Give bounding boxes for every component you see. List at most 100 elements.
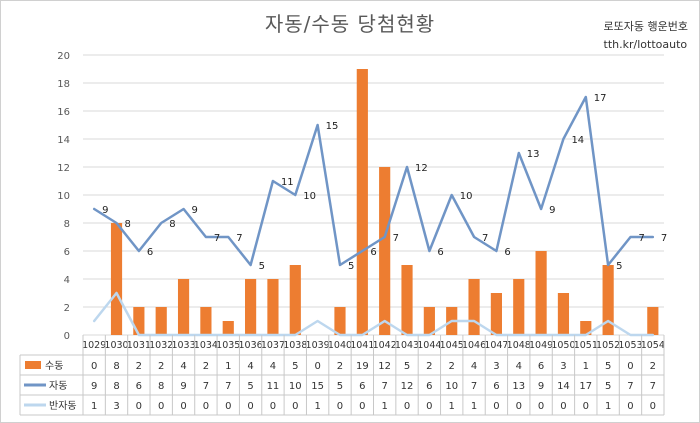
x-tick-label: 1033 bbox=[171, 340, 195, 351]
table-cell: 7 bbox=[471, 381, 477, 392]
table-cell: 3 bbox=[493, 361, 499, 372]
table-cell: 1 bbox=[471, 401, 477, 412]
table-cell: 3 bbox=[560, 361, 566, 372]
bar-manual bbox=[647, 307, 659, 335]
bar-manual bbox=[245, 279, 257, 335]
data-label-auto: 7 bbox=[236, 233, 242, 244]
x-tick-label: 1039 bbox=[306, 340, 330, 351]
line-auto bbox=[92, 95, 655, 267]
x-tick-label: 1041 bbox=[350, 340, 374, 351]
legend-key-manual bbox=[25, 361, 41, 369]
data-label-auto: 8 bbox=[125, 219, 131, 230]
x-tick-label: 1042 bbox=[373, 340, 397, 351]
table-cell: 2 bbox=[449, 361, 455, 372]
bar-manual bbox=[557, 293, 570, 335]
x-tick-label: 1044 bbox=[417, 340, 441, 351]
table-cell: 1 bbox=[225, 361, 231, 372]
x-tick-label: 1043 bbox=[395, 340, 419, 351]
bar-manual bbox=[535, 251, 547, 335]
y-tick-label: 16 bbox=[57, 107, 70, 118]
data-label-auto: 6 bbox=[504, 247, 510, 258]
table-cell: 12 bbox=[401, 381, 414, 392]
legend-label: 반자동 bbox=[49, 400, 77, 412]
table-cell: 13 bbox=[512, 381, 525, 392]
table-cell: 0 bbox=[136, 401, 142, 412]
bar-manual bbox=[490, 293, 502, 335]
x-tick-label: 1035 bbox=[216, 340, 240, 351]
table-cell: 8 bbox=[113, 381, 119, 392]
table-cell: 2 bbox=[337, 361, 343, 372]
data-label-auto: 6 bbox=[370, 247, 376, 258]
y-tick-label: 14 bbox=[57, 135, 70, 146]
data-label-auto: 5 bbox=[616, 261, 622, 272]
data-label-auto: 7 bbox=[482, 233, 488, 244]
table-cell: 4 bbox=[180, 361, 186, 372]
table-cell: 7 bbox=[203, 381, 209, 392]
data-label-auto: 9 bbox=[192, 205, 198, 216]
table-cell: 10 bbox=[289, 381, 302, 392]
table-cell: 1 bbox=[314, 401, 320, 412]
x-tick-label: 1031 bbox=[127, 340, 151, 351]
table-cell: 2 bbox=[650, 361, 656, 372]
x-tick-label: 1034 bbox=[194, 340, 218, 351]
x-tick-label: 1047 bbox=[484, 340, 508, 351]
x-tick-label: 1032 bbox=[149, 340, 173, 351]
table-cell: 5 bbox=[337, 381, 343, 392]
table-cell: 11 bbox=[267, 381, 280, 392]
table-cell: 17 bbox=[579, 381, 592, 392]
data-label-auto: 7 bbox=[393, 233, 399, 244]
table-cell: 0 bbox=[247, 401, 253, 412]
data-label-auto: 12 bbox=[415, 163, 428, 174]
table-cell: 2 bbox=[203, 361, 209, 372]
y-tick-label: 20 bbox=[57, 51, 70, 62]
watermark-line1: 로또자동 행운번호 bbox=[603, 20, 688, 33]
table-cell: 12 bbox=[378, 361, 391, 372]
y-tick-label: 12 bbox=[57, 163, 70, 174]
x-tick-label: 1053 bbox=[618, 340, 642, 351]
table-cell: 9 bbox=[91, 381, 97, 392]
table-cell: 4 bbox=[270, 361, 276, 372]
bar-manual bbox=[110, 223, 123, 335]
table-cell: 3 bbox=[113, 401, 119, 412]
table-cell: 2 bbox=[158, 361, 164, 372]
bar-manual bbox=[423, 307, 435, 335]
table-cell: 0 bbox=[627, 401, 633, 412]
table-cell: 0 bbox=[314, 361, 320, 372]
x-tick-label: 1054 bbox=[641, 340, 665, 351]
x-tick-label: 1046 bbox=[462, 340, 486, 351]
bar-manual bbox=[580, 321, 592, 335]
bar-manual bbox=[200, 307, 212, 335]
table-cell: 5 bbox=[605, 361, 611, 372]
table-cell: 7 bbox=[381, 381, 387, 392]
table-cell: 0 bbox=[426, 401, 432, 412]
table-cell: 6 bbox=[136, 381, 142, 392]
data-label-auto: 11 bbox=[281, 177, 294, 188]
table-cell: 2 bbox=[426, 361, 432, 372]
table-cell: 15 bbox=[311, 381, 324, 392]
x-tick-label: 1050 bbox=[551, 340, 575, 351]
bar-manual bbox=[379, 167, 391, 335]
line-semi-auto bbox=[92, 291, 655, 337]
y-tick-label: 0 bbox=[64, 331, 70, 342]
table-cell: 1 bbox=[605, 401, 611, 412]
table-cell: 7 bbox=[650, 381, 656, 392]
table-cell: 1 bbox=[449, 401, 455, 412]
table-cell: 0 bbox=[359, 401, 365, 412]
table-cell: 9 bbox=[538, 381, 544, 392]
bar-manual bbox=[267, 279, 279, 335]
chart-title: 자동/수동 당첨현황 bbox=[264, 12, 436, 36]
data-label-auto: 13 bbox=[527, 149, 540, 160]
x-tick-label: 1029 bbox=[82, 340, 106, 351]
table-cell: 4 bbox=[516, 361, 522, 372]
y-tick-label: 6 bbox=[64, 247, 70, 258]
data-label-auto: 15 bbox=[326, 121, 339, 132]
data-label-auto: 5 bbox=[348, 261, 354, 272]
data-label-auto: 5 bbox=[259, 261, 265, 272]
x-tick-label: 1036 bbox=[239, 340, 263, 351]
data-label-auto: 9 bbox=[102, 205, 108, 216]
table-cell: 0 bbox=[91, 361, 97, 372]
x-tick-label: 1052 bbox=[596, 340, 620, 351]
x-tick-label: 1051 bbox=[574, 340, 598, 351]
